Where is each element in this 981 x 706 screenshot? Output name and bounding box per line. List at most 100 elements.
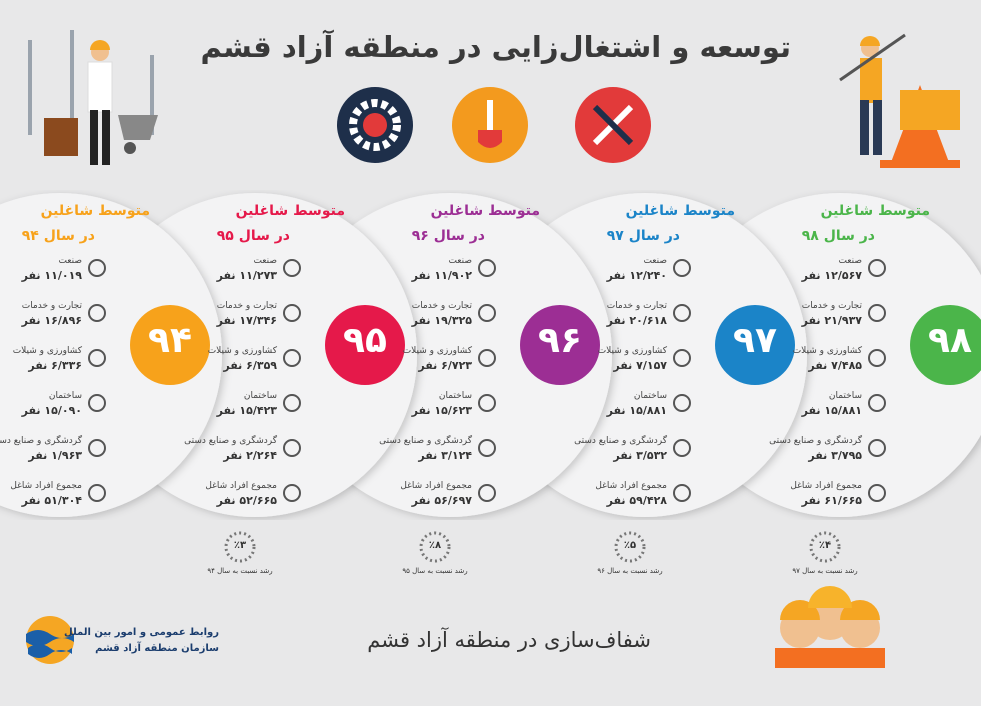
- year-badge: [910, 305, 981, 385]
- sector-value: ۶/۷۲۳ نفر: [418, 359, 472, 372]
- sector-icon: [478, 394, 496, 412]
- logo: [26, 616, 74, 664]
- year-badge-label: ۹۸: [928, 320, 972, 361]
- sector-value: ۲/۲۶۴ نفر: [223, 449, 277, 462]
- column-heading: متوسط شاغلین: [40, 203, 150, 219]
- growth-label: رشد نسبت به سال ۹۴: [207, 567, 273, 575]
- growth-ring: [224, 531, 256, 563]
- sector-value: ۱/۹۶۳ نفر: [28, 449, 82, 462]
- sector-value: ۱۵/۰۹۰ نفر: [21, 404, 82, 417]
- column-backdrops: [0, 193, 981, 517]
- sector-value: ۱۱/۲۷۳ نفر: [216, 269, 277, 282]
- sector-label: تجارت و خدمات: [606, 301, 667, 311]
- sector-label: کشاورزی و شیلات: [597, 346, 667, 356]
- sector-value: ۱۲/۵۶۷ نفر: [801, 269, 862, 282]
- sector-icon: [283, 304, 301, 322]
- tools-icon: [575, 87, 651, 163]
- sector-label: مجموع افراد شاغل: [595, 481, 667, 491]
- sector-icon: [868, 349, 886, 367]
- sector-value: ۱۲/۲۴۰ نفر: [606, 269, 667, 282]
- column-year: در سال ۹۵: [216, 228, 290, 244]
- column-year: در سال ۹۷: [606, 228, 680, 244]
- sector-icon: [673, 259, 691, 277]
- sector-icon: [88, 304, 106, 322]
- year-badge-label: ۹۴: [148, 320, 192, 361]
- sector-label: گردشگری و صنایع دستی: [379, 436, 472, 446]
- sector-label: گردشگری و صنایع دستی: [0, 436, 82, 446]
- sector-value: ۱۵/۴۲۳ نفر: [216, 404, 277, 417]
- sector-label: صنعت: [253, 256, 277, 266]
- year-badge-label: ۹۵: [343, 320, 387, 361]
- growth-label: رشد نسبت به سال ۹۶: [597, 567, 663, 575]
- sector-label: مجموع افراد شاغل: [400, 481, 472, 491]
- sector-label: کشاورزی و شیلات: [207, 346, 277, 356]
- sector-label: ساختمان: [438, 391, 472, 401]
- sector-icon: [673, 439, 691, 457]
- sector-value: ۱۵/۶۲۳ نفر: [411, 404, 472, 417]
- sector-icon: [88, 259, 106, 277]
- sector-label: ساختمان: [48, 391, 82, 401]
- worker-illustration-right: [839, 33, 960, 168]
- sector-icon: [868, 259, 886, 277]
- sector-value: ۷/۴۸۵ نفر: [808, 359, 862, 372]
- sector-label: مجموع افراد شاغل: [790, 481, 862, 491]
- sector-value: ۳/۱۲۴ نفر: [418, 449, 472, 462]
- sector-icon: [283, 439, 301, 457]
- sector-value: ۱۱/۹۰۲ نفر: [411, 269, 472, 282]
- column-year: در سال ۹۶: [411, 228, 485, 244]
- growth-ring: [809, 531, 841, 563]
- logo-line: روابط عمومی و امور بین الملل: [64, 627, 219, 638]
- sector-icon: [868, 484, 886, 502]
- shovel-icon: [452, 87, 528, 163]
- sector-label: گردشگری و صنایع دستی: [769, 436, 862, 446]
- year-badge: [715, 305, 795, 385]
- sector-label: ساختمان: [828, 391, 862, 401]
- sector-icon: [673, 304, 691, 322]
- sector-value: ۲۰/۶۱۸ نفر: [606, 314, 667, 327]
- column-heading: متوسط شاغلین: [820, 203, 930, 219]
- worker-illustration-left: [28, 30, 158, 165]
- sector-value: ۱۹/۳۲۵ نفر: [411, 314, 472, 327]
- sector-label: کشاورزی و شیلات: [792, 346, 862, 356]
- sector-icon: [283, 349, 301, 367]
- sector-label: مجموع افراد شاغل: [10, 481, 82, 491]
- sector-icon: [868, 304, 886, 322]
- sector-label: صنعت: [643, 256, 667, 266]
- sector-label: تجارت و خدمات: [411, 301, 472, 311]
- sector-value: ۶۱/۶۶۵ نفر: [801, 494, 862, 507]
- sector-value: ۱۱/۰۱۹ نفر: [21, 269, 82, 282]
- sector-label: گردشگری و صنایع دستی: [574, 436, 667, 446]
- year-badge: [520, 305, 600, 385]
- column-heading: متوسط شاغلین: [235, 203, 345, 219]
- sector-value: ۵۹/۴۲۸ نفر: [606, 494, 667, 507]
- sector-value: ۵۲/۶۶۵ نفر: [216, 494, 277, 507]
- sector-icon: [478, 259, 496, 277]
- column-heading: متوسط شاغلین: [625, 203, 735, 219]
- sector-value: ۶/۳۵۹ نفر: [223, 359, 277, 372]
- sector-value: ۲۱/۹۳۷ نفر: [801, 314, 862, 327]
- sector-value: ۱۵/۸۸۱ نفر: [606, 404, 667, 417]
- growth-value: ٪۵: [623, 540, 637, 551]
- sector-icon: [478, 439, 496, 457]
- column-backdrop: [0, 193, 222, 517]
- growth-label: رشد نسبت به سال ۹۷: [792, 567, 858, 575]
- sector-label: صنعت: [448, 256, 472, 266]
- sector-label: تجارت و خدمات: [801, 301, 862, 311]
- sector-label: صنعت: [58, 256, 82, 266]
- column-year: در سال ۹۴: [21, 228, 95, 244]
- sector-icon: [283, 259, 301, 277]
- growth-value: ٪۴: [818, 540, 832, 551]
- logo-line: سازمان منطقه آزاد قشم: [95, 643, 219, 654]
- sector-icon: [283, 484, 301, 502]
- sector-icon: [88, 349, 106, 367]
- growth-ring: [419, 531, 451, 563]
- footer-slogan: شفاف‌سازی در منطقه آزاد قشم: [367, 628, 651, 652]
- sector-label: کشاورزی و شیلات: [12, 346, 82, 356]
- sector-label: تجارت و خدمات: [216, 301, 277, 311]
- column-year: در سال ۹۸: [801, 228, 875, 244]
- sector-value: ۱۶/۸۹۶ نفر: [21, 314, 82, 327]
- sector-icon: [88, 484, 106, 502]
- growth-value: ٪۳: [233, 540, 247, 551]
